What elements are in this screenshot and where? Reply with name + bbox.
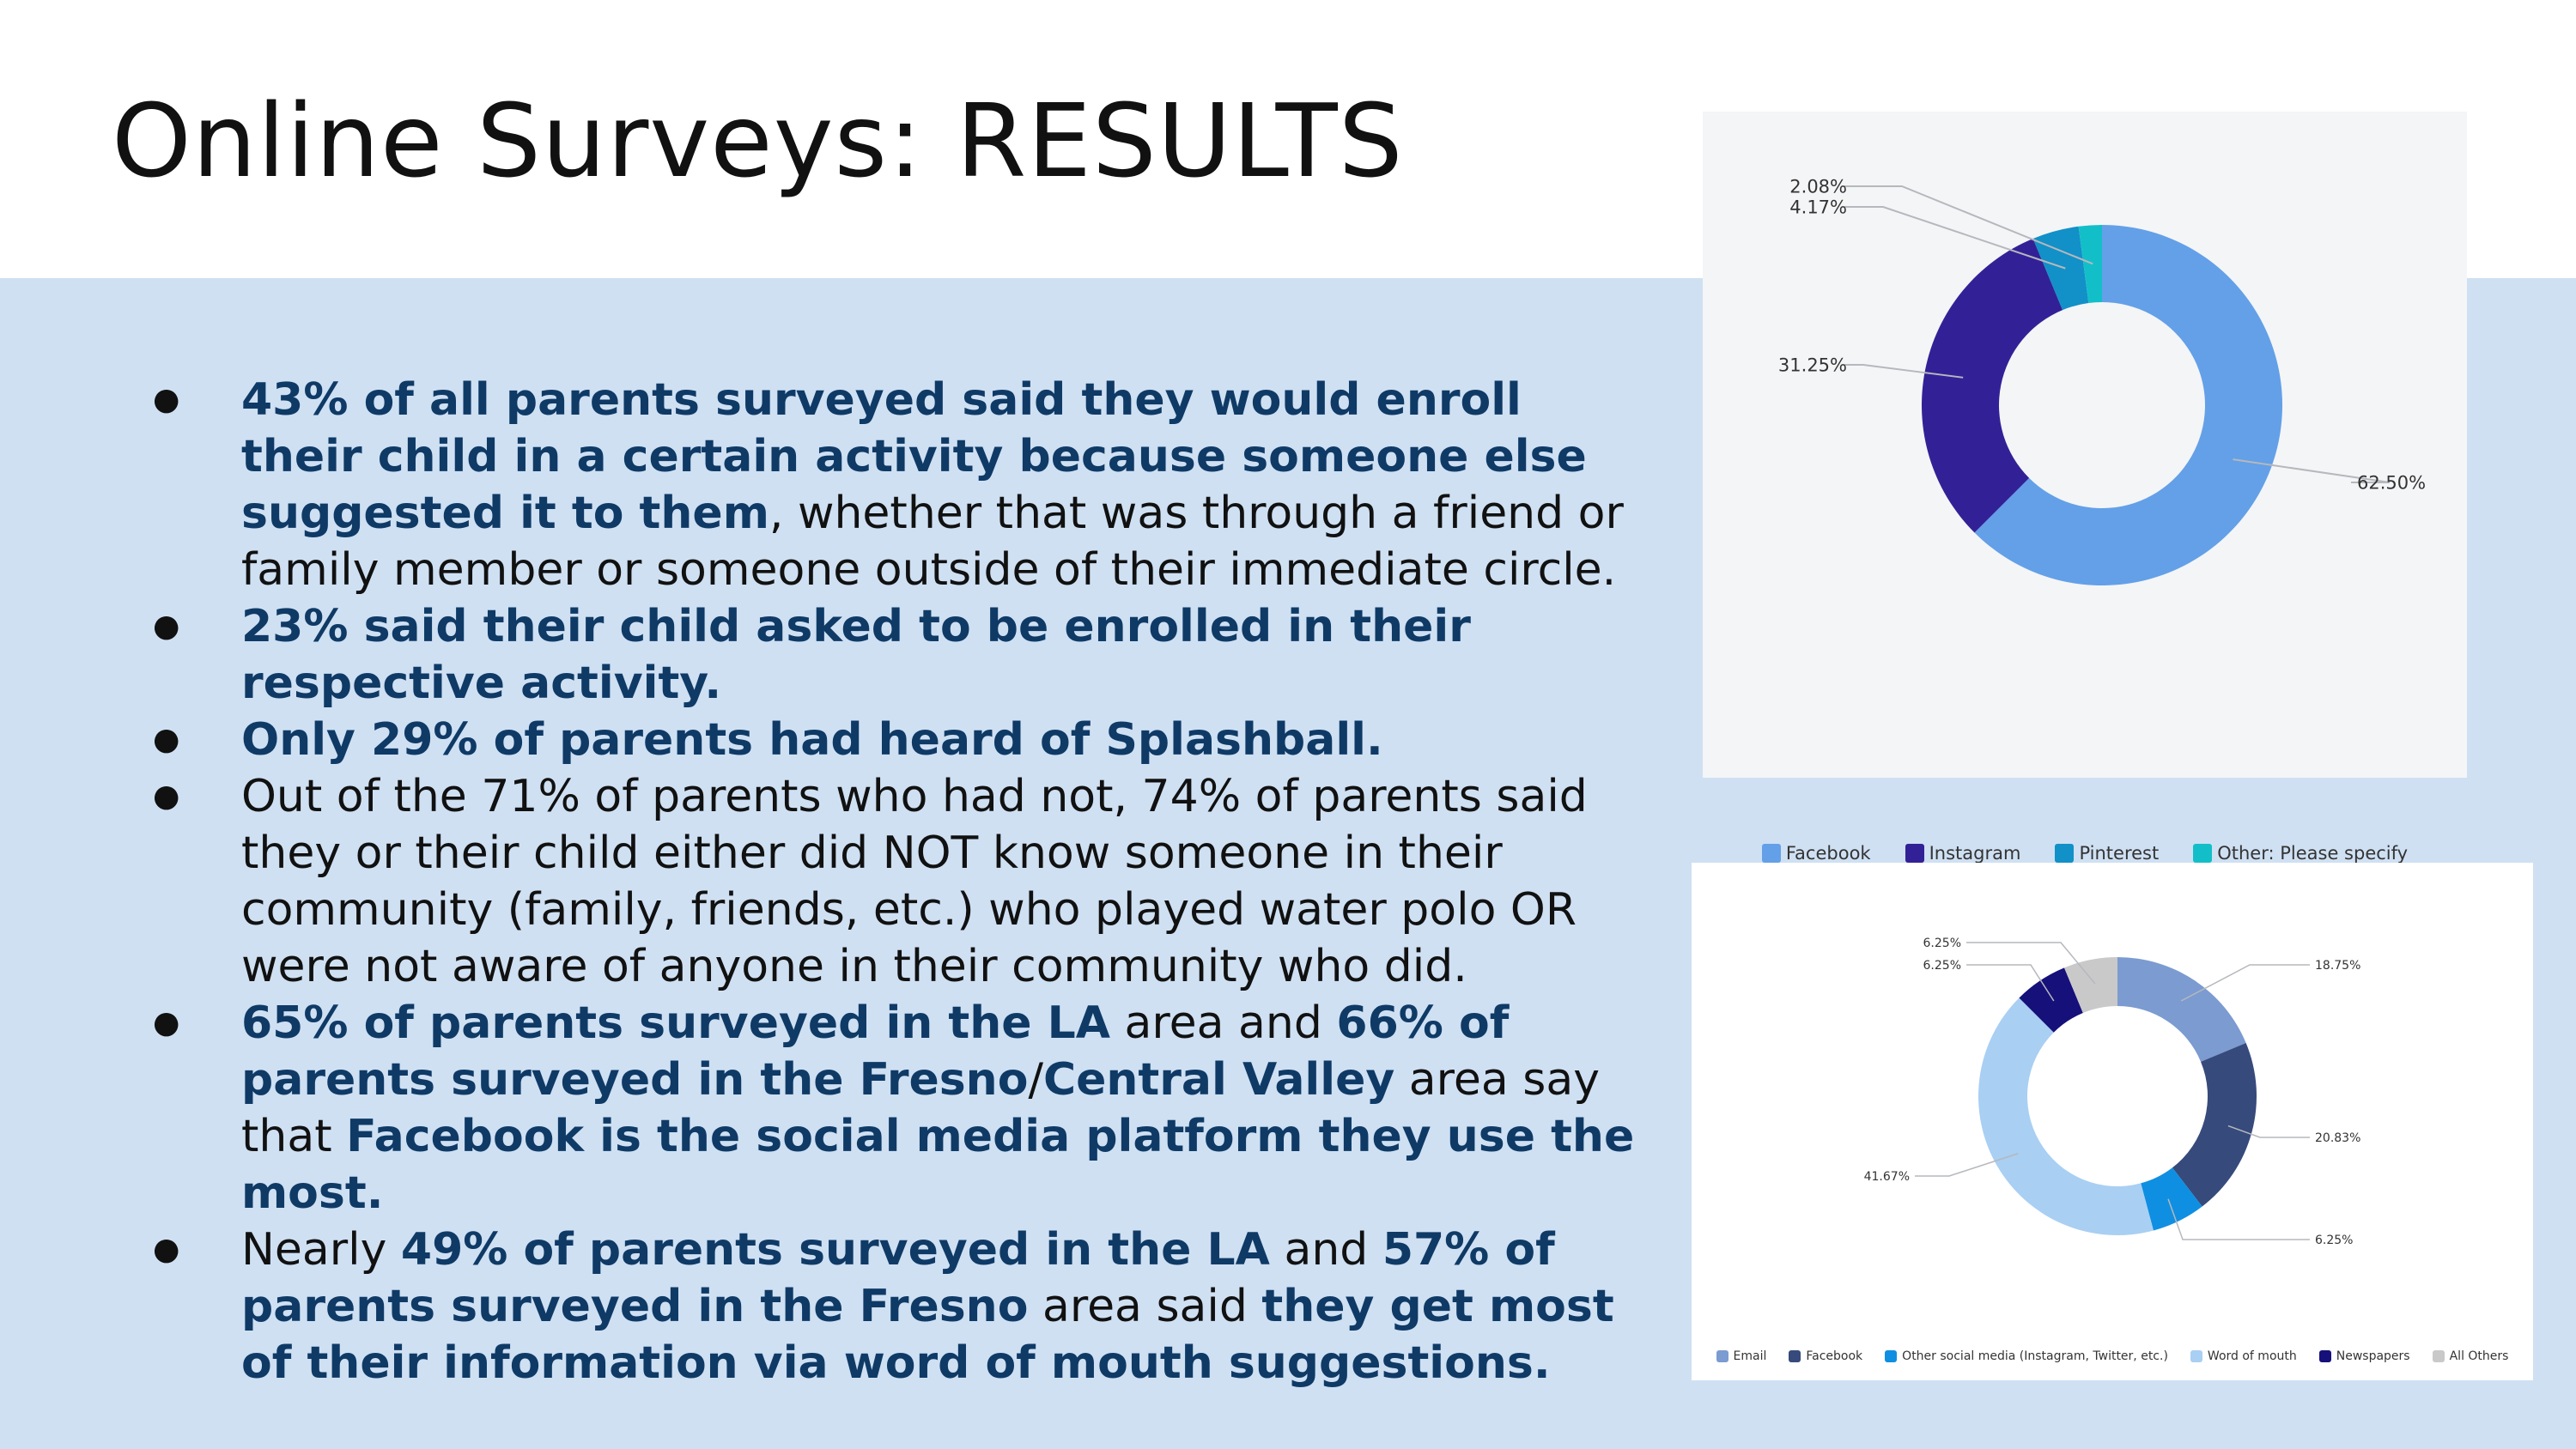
finding-item: 43% of all parents surveyed said they wo… [153, 372, 1647, 598]
legend-swatch [1761, 844, 1781, 863]
finding-item: Nearly 49% of parents surveyed in the LA… [153, 1222, 1647, 1391]
finding-item: 65% of parents surveyed in the LA area a… [153, 995, 1647, 1222]
finding-highlight: Only 29% of parents had heard of Splashb… [241, 714, 1383, 766]
legend-label: Word of mouth [2207, 1349, 2297, 1363]
chart-card-1: 62.50% 31.25% 4.17% 2.08% Facebook Instagram… [1703, 112, 2467, 864]
chart-1-leader-line [2233, 458, 2391, 483]
slide-title: Online Surveys: RESULTS [112, 82, 1404, 200]
finding-text: / [1028, 1054, 1043, 1106]
chart-2-leader-line [1915, 1153, 2019, 1177]
chart-2-slice [2172, 1043, 2257, 1207]
finding-text: Out of the 71% of parents who had not, 7… [241, 771, 1588, 992]
chart-2-data-label: 6.25% [1923, 937, 1961, 950]
chart-1-slice [2078, 225, 2102, 304]
finding-highlight: 57% of parents surveyed in the Fresno [241, 1224, 1555, 1332]
finding-item: 23% said their child asked to be enrolle… [153, 598, 1647, 712]
chart-1-data-label: 31.25% [1778, 355, 1847, 375]
finding-text: area say that [241, 1054, 1600, 1162]
legend-swatch [1885, 1350, 1898, 1362]
chart-1-legend-item: Pinterest [2055, 843, 2159, 864]
legend-swatch [2432, 1350, 2445, 1362]
finding-text: and [1269, 1224, 1382, 1276]
chart-card-2: 18.75% 20.83% 6.25% 41.67% 6.25% 6.25% Email F… [1692, 863, 2533, 1380]
chart-2-data-label: 41.67% [1864, 1170, 1910, 1184]
finding-highlight: 23% said their child asked to be enrolle… [241, 601, 1471, 709]
finding-text: , whether that was through a friend or f… [241, 488, 1624, 596]
legend-label: Pinterest [2079, 843, 2160, 864]
finding-highlight: 49% of parents surveyed in the LA [400, 1224, 1270, 1276]
finding-text: area and [1110, 997, 1337, 1049]
finding-item: Only 29% of parents had heard of Splashb… [153, 712, 1647, 768]
finding-item: Out of the 71% of parents who had not, 7… [153, 768, 1647, 995]
chart-1-legend-item: Instagram [1905, 843, 2021, 864]
legend-label: Other social media (Instagram, Twitter, … [1902, 1349, 2168, 1363]
findings-list: 43% of all parents surveyed said they wo… [153, 372, 1647, 1391]
finding-text: area said [1028, 1281, 1262, 1332]
chart-2-data-label: 6.25% [2315, 1234, 2353, 1247]
legend-swatch [2055, 844, 2075, 863]
finding-highlight: Facebook is the social media platform th… [241, 1111, 1635, 1219]
legend-label: Instagram [1929, 843, 2021, 864]
chart-2-data-label: 6.25% [1923, 959, 1961, 973]
chart-2-data-label: 20.83% [2315, 1131, 2360, 1145]
legend-swatch [1905, 844, 1924, 863]
chart-2-legend: Email Facebook Other social media (Instagr… [1692, 1349, 2533, 1363]
finding-text: Nearly [241, 1224, 401, 1276]
chart-2-legend-item: Email [1716, 1349, 1767, 1363]
legend-swatch [2318, 1350, 2331, 1362]
chart-2-legend-item: All Others [2432, 1349, 2509, 1363]
legend-label: Newspapers [2336, 1349, 2410, 1363]
legend-swatch [1716, 1350, 1728, 1362]
chart-2-legend-item: Facebook [1789, 1349, 1862, 1363]
legend-label: All Others [2449, 1349, 2509, 1363]
finding-highlight: they get most of their information via w… [241, 1281, 1614, 1389]
chart-1-data-label: 2.08% [1789, 176, 1847, 197]
legend-label: Facebook [1785, 843, 1871, 864]
legend-swatch [1789, 1350, 1801, 1362]
legend-label: Facebook [1806, 1349, 1863, 1363]
chart-2-slice [2117, 957, 2246, 1062]
chart-1-slice [2032, 226, 2089, 311]
finding-highlight: Central Valley [1042, 1054, 1395, 1106]
chart-2-slice [2064, 957, 2117, 1013]
chart-1-data-label: 62.50% [2357, 472, 2426, 493]
chart-2-slice [2019, 967, 2083, 1033]
chart-2-leader-line [2167, 1198, 2310, 1240]
chart-2-slice [2141, 1167, 2202, 1231]
legend-swatch [2193, 844, 2213, 863]
legend-label: Email [1733, 1349, 1767, 1363]
chart-1-leader-line [1844, 364, 1964, 379]
finding-highlight: 66% of parents surveyed in the Fresno [241, 997, 1510, 1106]
donut-chart-2: 18.75% 20.83% 6.25% 41.67% 6.25% 6.25% [1864, 937, 2361, 1247]
chart-2-legend-item: Word of mouth [2190, 1349, 2297, 1363]
finding-highlight: 65% of parents surveyed in the LA [241, 997, 1111, 1049]
finding-highlight: 43% of all parents surveyed said they wo… [241, 374, 1587, 539]
chart-1-legend-item: Facebook [1761, 843, 1871, 864]
chart-2-legend-item: Newspapers [2318, 1349, 2410, 1363]
chart-2-leader-line [1966, 942, 2096, 985]
donut-chart-1: 62.50% 31.25% 4.17%2.08% [1778, 176, 2426, 585]
chart-2-leader-line [1966, 964, 2055, 1002]
chart-2-leader-line [2180, 964, 2310, 1002]
chart-2-data-label: 18.75% [2315, 959, 2360, 973]
legend-swatch [2190, 1350, 2202, 1362]
legend-label: Other: Please specify [2217, 843, 2409, 864]
chart-1-leader-line [1844, 206, 2066, 270]
chart-2-legend-item: Other social media (Instagram, Twitter, … [1885, 1349, 2168, 1363]
chart-1-leader-line [1844, 185, 2093, 265]
chart-1-data-label: 4.17% [1789, 197, 1847, 217]
chart-1-legend: Facebook Instagram Pinterest Other: Please … [1703, 843, 2467, 864]
chart-1-slice [1922, 238, 2063, 533]
chart-1-slice [1974, 225, 2282, 585]
chart-2-leader-line [2227, 1125, 2310, 1138]
chart-1-legend-item: Other: Please specify [2193, 843, 2408, 864]
chart-2-slice [1978, 997, 2154, 1235]
